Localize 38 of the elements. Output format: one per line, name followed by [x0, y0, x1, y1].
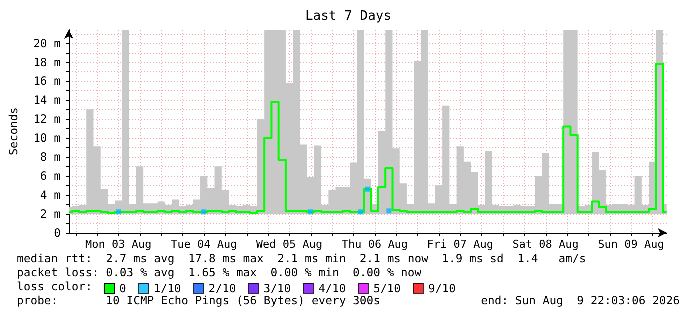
chart-title: Last 7 Days [305, 9, 392, 24]
text: median rtt: 2.7 ms avg 17.8 ms max 2.1 ms min 2.1 ms now 1.9 ms sd 1.4 am/s [17, 252, 586, 266]
y-tick-label: 2 m [40, 207, 62, 222]
legend-title: loss color: [17, 280, 92, 294]
y-tick-label: 14 m [34, 93, 62, 108]
legend-label: 5/10 [374, 282, 402, 296]
point [365, 186, 370, 192]
legend-label: 0 [120, 282, 126, 296]
y-tick-label: 0 [54, 226, 62, 240]
point [308, 210, 314, 215]
legend-label: 2/10 [208, 282, 236, 296]
text: end: Sun Aug 9 22:03:06 2026 [481, 294, 680, 308]
y-tick-label: 12 m [34, 112, 62, 126]
point [386, 208, 392, 214]
y-axis-title: Seconds [6, 107, 20, 156]
y-tick-label: 20 m [34, 36, 62, 50]
y-tick-label: 10 m [34, 131, 62, 146]
y-tick-label: 18 m [34, 55, 62, 70]
x-tick-label: Thu 06 Aug [342, 238, 408, 251]
y-tick-label: 4 m [40, 188, 62, 202]
y-tick-label: 6 m [40, 169, 62, 184]
point [116, 210, 122, 215]
x-tick-label: Mon 03 Aug [86, 238, 152, 251]
text: packet loss: 0.03 % avg 1.65 % max 0.00 % min 0.00 % now [17, 266, 422, 280]
point [202, 210, 207, 215]
y-tick-label: 16 m [34, 74, 62, 88]
x-tick-label: Fri 07 Aug [427, 238, 494, 251]
legend-label: 9/10 [428, 282, 456, 296]
legend-label: 3/10 [264, 282, 292, 296]
x-tick-label: Sun 09 Aug [598, 238, 664, 251]
text: probe: 10 ICMP Echo Pings (56 Bytes) every 300s [17, 294, 380, 308]
x-tick-label: Tue 04 Aug [170, 238, 238, 251]
x-tick-label: Wed 05 Aug [256, 238, 323, 251]
legend-label: 4/10 [318, 282, 346, 296]
x-tick-label: Sat 08 Aug [512, 238, 579, 251]
y-tick-label: 8 m [40, 150, 62, 164]
legend-label: 1/10 [154, 282, 182, 296]
point [358, 210, 364, 215]
